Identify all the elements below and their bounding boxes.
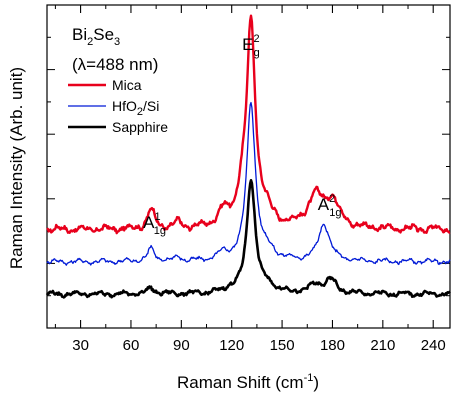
x-tick-label: 60 — [123, 337, 140, 354]
x-axis-tick-labels: 30 60 90 120 150 180 210 240 — [72, 337, 445, 354]
series-line-1 — [46, 14, 451, 235]
y-axis-ticks — [47, 4, 450, 329]
x-tick-label: 240 — [421, 337, 446, 354]
y-axis-title: Raman Intensity (Arb. unit) — [7, 67, 26, 269]
x-tick-label: 150 — [270, 337, 295, 354]
series-line-2 — [46, 101, 451, 266]
peak-label: A2 1g — [318, 193, 342, 219]
x-axis-ticks — [54, 5, 434, 328]
series-lines — [45, 14, 451, 299]
peak-label: E2 g — [242, 33, 260, 59]
legend-label: Mica — [112, 77, 142, 93]
x-tick-label: 120 — [219, 337, 244, 354]
legend-label: HfO2/Si — [112, 98, 159, 118]
peak-label: A1 1g — [143, 211, 166, 237]
series-line-3 — [45, 179, 451, 299]
x-tick-label: 180 — [320, 337, 345, 354]
sample-title: Bi2Se3 — [72, 25, 120, 48]
wavelength-label: (λ=488 nm) — [72, 55, 158, 74]
x-tick-label: 210 — [370, 337, 395, 354]
legend-label: Sapphire — [112, 119, 168, 135]
x-tick-label: 90 — [173, 337, 190, 354]
peak-labels: A1 1g E2 g A2 1g — [143, 33, 341, 237]
x-axis-title: Raman Shift (cm-1) — [177, 372, 319, 392]
x-tick-label: 30 — [72, 337, 89, 354]
